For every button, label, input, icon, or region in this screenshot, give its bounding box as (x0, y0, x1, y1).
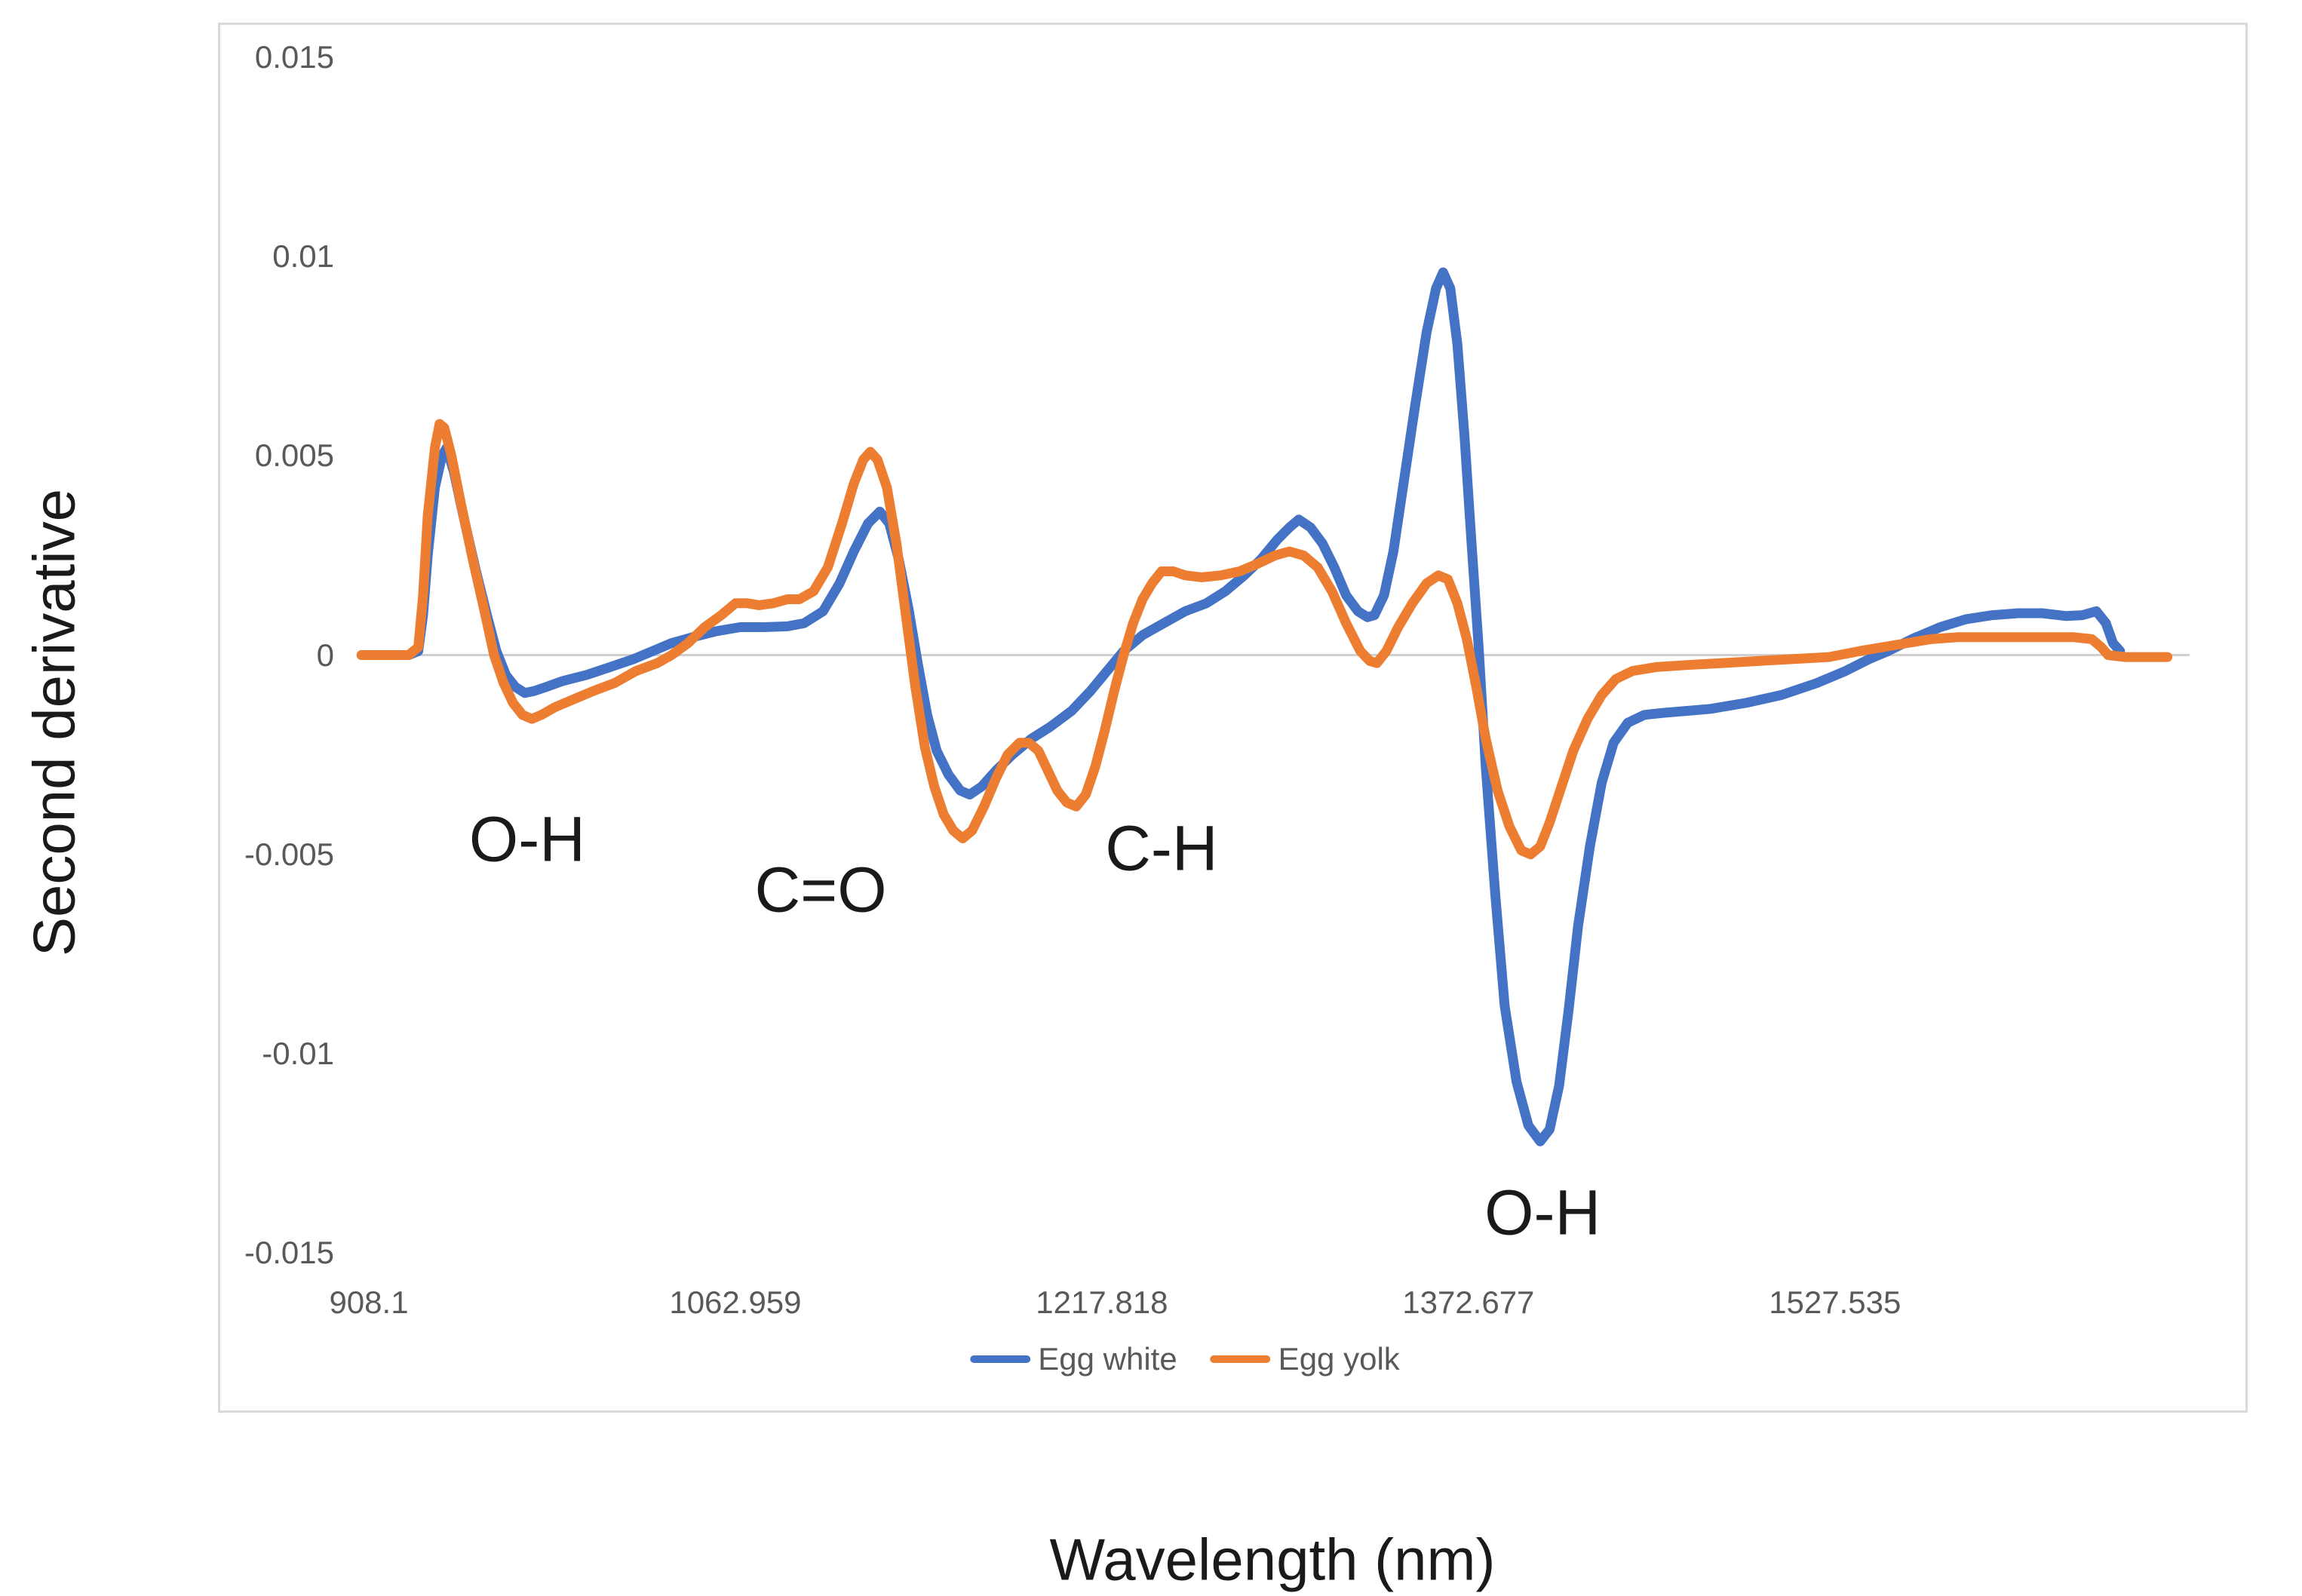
legend-label: Egg yolk (1278, 1341, 1400, 1377)
egg-white-line (356, 267, 2126, 1146)
y-tick-label: -0.01 (262, 1036, 334, 1071)
y-axis-title: Second derivative (20, 488, 87, 957)
annotation-c-h: C-H (1105, 812, 1218, 884)
y-tick-label: 0.015 (254, 38, 334, 75)
y-tick-label: 0 (316, 637, 334, 673)
annotation-c-o: C=O (754, 854, 887, 925)
annotation-o-h: O-H (468, 803, 585, 875)
x-tick-label: 1527.535 (1769, 1284, 1901, 1320)
x-tick-label: 908.1 (329, 1284, 409, 1320)
egg-yolk-line (356, 419, 2173, 860)
legend-swatch (1210, 1355, 1271, 1363)
y-tick-label: -0.015 (244, 1235, 334, 1271)
x-axis-title: Wavelength (nm) (1049, 1526, 1496, 1593)
chart-frame (218, 23, 2248, 1413)
chart-legend: Egg white Egg yolk (970, 1341, 1400, 1377)
legend-label: Egg white (1038, 1341, 1177, 1377)
annotation-o-h: O-H (1484, 1177, 1601, 1248)
y-tick-label: 0.01 (272, 238, 334, 274)
legend-swatch (970, 1355, 1031, 1363)
legend-item: Egg yolk (1210, 1341, 1400, 1377)
x-tick-label: 1217.818 (1036, 1284, 1168, 1320)
legend-item: Egg white (970, 1341, 1177, 1377)
y-tick-label: 0.005 (254, 437, 334, 474)
x-tick-label: 1062.959 (669, 1284, 802, 1320)
y-tick-label: -0.005 (244, 836, 334, 872)
x-tick-label: 1372.677 (1402, 1284, 1535, 1320)
